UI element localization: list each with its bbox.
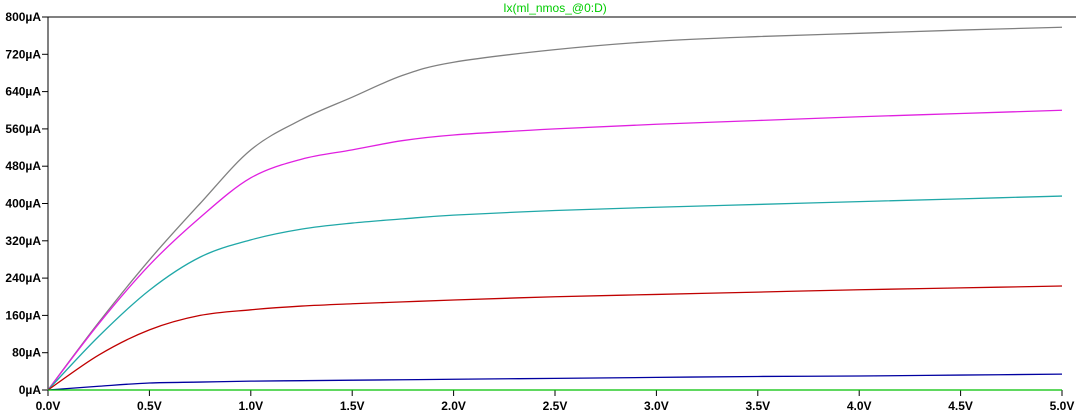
x-tick-label: 5.0V <box>1050 399 1075 413</box>
y-tick-label: 720µA <box>5 47 41 61</box>
y-tick-label: 800µA <box>5 10 41 24</box>
x-tick-label: 2.0V <box>441 399 466 413</box>
y-tick-label: 480µA <box>5 159 41 173</box>
y-tick-label: 160µA <box>5 308 41 322</box>
y-tick-label: 560µA <box>5 122 41 136</box>
y-tick-label: 240µA <box>5 271 41 285</box>
x-tick-label: 0.0V <box>36 399 61 413</box>
series-line-2 <box>47 195 1063 391</box>
y-tick-label: 0µA <box>19 383 42 397</box>
x-tick-label: 4.0V <box>847 399 872 413</box>
x-tick-label: 2.5V <box>543 399 568 413</box>
series-line-3 <box>47 285 1063 391</box>
x-tick-label: 4.5V <box>948 399 973 413</box>
x-tick-label: 1.0V <box>238 399 263 413</box>
x-tick-label: 3.5V <box>745 399 770 413</box>
y-tick-label: 400µA <box>5 197 41 211</box>
series-line-1 <box>47 109 1063 391</box>
series-group <box>47 26 1063 391</box>
x-tick-label: 1.5V <box>340 399 365 413</box>
series-line-0 <box>47 26 1063 391</box>
y-tick-label: 80µA <box>12 346 41 360</box>
y-tick-label: 320µA <box>5 234 41 248</box>
x-tick-label: 0.5V <box>137 399 162 413</box>
series-line-4 <box>47 373 1063 391</box>
y-tick-label: 640µA <box>5 85 41 99</box>
axes: 0µA 80µA 160µA 240µA 320µA 400µA 480µA 560µA 640… <box>5 10 1076 413</box>
chart-title: Ix(ml_nmos_@0:D) <box>503 1 607 15</box>
x-tick-label: 3.0V <box>644 399 669 413</box>
